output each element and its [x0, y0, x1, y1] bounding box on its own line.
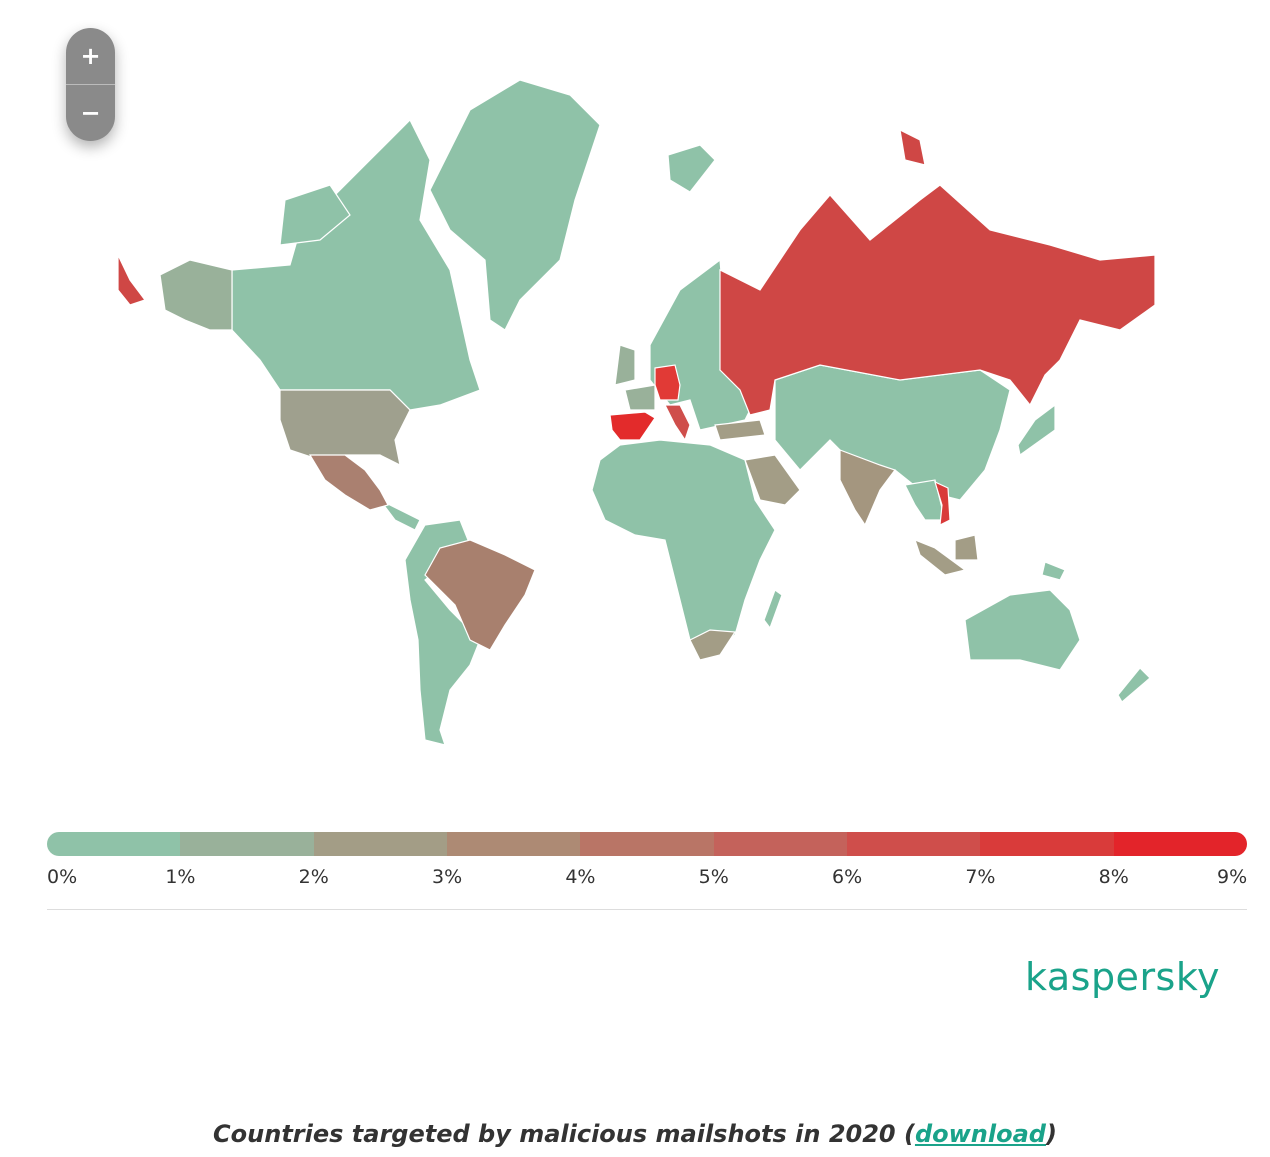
legend-label: 6%	[832, 866, 863, 888]
legend-swatch	[313, 832, 447, 856]
divider	[47, 909, 1247, 910]
caption-text: Countries targeted by malicious mailshot…	[213, 1120, 915, 1148]
legend-swatch	[846, 832, 981, 856]
iceland	[667, 144, 716, 193]
indonesia	[914, 534, 979, 576]
south-america	[404, 519, 481, 746]
greenland	[429, 79, 601, 331]
germany	[654, 364, 681, 401]
caption-end: )	[1045, 1120, 1057, 1148]
africa	[591, 439, 776, 661]
russia	[117, 128, 1156, 416]
legend-swatch	[1113, 832, 1247, 856]
central-america	[379, 499, 421, 531]
world-map	[117, 79, 1156, 746]
indochina	[904, 479, 946, 521]
legend-swatch	[713, 832, 847, 856]
zoom-in[interactable]: +	[66, 28, 115, 85]
usa	[279, 389, 411, 467]
legend-labels: 0% 1% 2% 3% 4% 5% 6% 7% 8% 9%	[47, 866, 1247, 890]
uk-france	[614, 344, 656, 411]
legend-label: 9%	[1217, 866, 1248, 888]
legend-label: 5%	[698, 866, 729, 888]
legend-swatch	[980, 832, 1114, 856]
legend-label: 1%	[165, 866, 196, 888]
legend-label: 2%	[298, 866, 329, 888]
legend-label: 8%	[1098, 866, 1129, 888]
new-zealand	[1117, 667, 1151, 703]
madagascar	[763, 589, 783, 630]
download-link[interactable]: download	[914, 1120, 1046, 1148]
logo: kaspersky	[1025, 955, 1220, 999]
legend-label: 0%	[47, 866, 78, 888]
turkey	[714, 419, 766, 441]
zoom-control: + −	[66, 28, 115, 141]
legend-label: 7%	[965, 866, 996, 888]
png	[1041, 561, 1066, 581]
japan	[1017, 403, 1056, 457]
brazil	[424, 539, 536, 651]
spain	[609, 411, 656, 441]
saudi-arabia	[744, 454, 801, 506]
caption: Countries targeted by malicious mailshot…	[0, 1120, 1270, 1148]
zoom-out[interactable]: −	[80, 99, 101, 127]
legend-bar	[47, 832, 1247, 856]
legend-swatch	[446, 832, 581, 856]
australia	[964, 589, 1081, 671]
arctic-islands	[279, 184, 351, 246]
asia	[774, 364, 1011, 501]
legend-label: 3%	[432, 866, 463, 888]
legend-swatch	[47, 832, 181, 856]
alaska	[159, 259, 233, 331]
legend-swatch	[180, 832, 314, 856]
legend-swatch	[580, 832, 714, 856]
mexico	[308, 454, 389, 511]
vietnam	[934, 480, 951, 527]
southern-africa	[689, 629, 737, 661]
italy	[664, 404, 691, 442]
legend-label: 4%	[565, 866, 596, 888]
india	[839, 449, 896, 527]
